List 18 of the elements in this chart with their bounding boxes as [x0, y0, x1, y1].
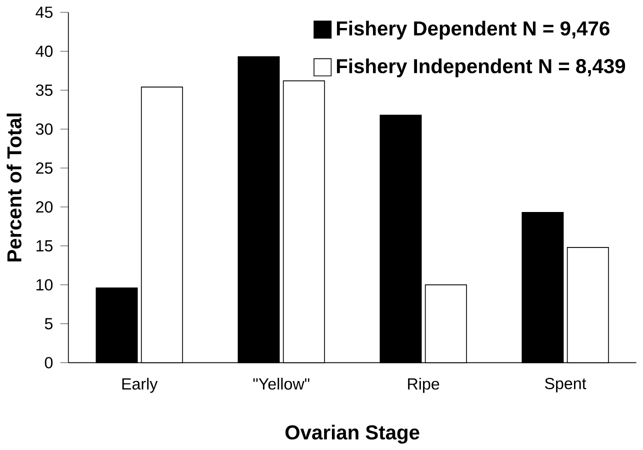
- y-tick-label: 0: [44, 356, 53, 368]
- y-tick-label: 5: [44, 318, 53, 330]
- y-tick-label: 45: [36, 6, 53, 18]
- y-tick-label: 25: [36, 162, 53, 174]
- x-tick-label: Ripe: [408, 378, 440, 393]
- x-axis-title: Ovarian Stage: [285, 424, 420, 444]
- y-tick-label: 35: [36, 84, 53, 96]
- x-tick-label: "Yellow": [253, 378, 310, 390]
- y-tick-label: 40: [36, 45, 53, 57]
- x-tick-label: Early: [122, 378, 158, 393]
- x-tick-label: Spent: [544, 378, 586, 392]
- y-axis-title: Percent of Total: [6, 113, 22, 262]
- y-tick-label: 15: [36, 240, 53, 252]
- y-tick-label: 30: [36, 123, 53, 135]
- y-tick-label: 10: [36, 278, 53, 290]
- legend-label: Fishery Dependent N = 9,476: [336, 20, 610, 40]
- y-tick-label: 20: [36, 201, 53, 213]
- legend-label: Fishery Independent N = 8,439: [336, 58, 626, 78]
